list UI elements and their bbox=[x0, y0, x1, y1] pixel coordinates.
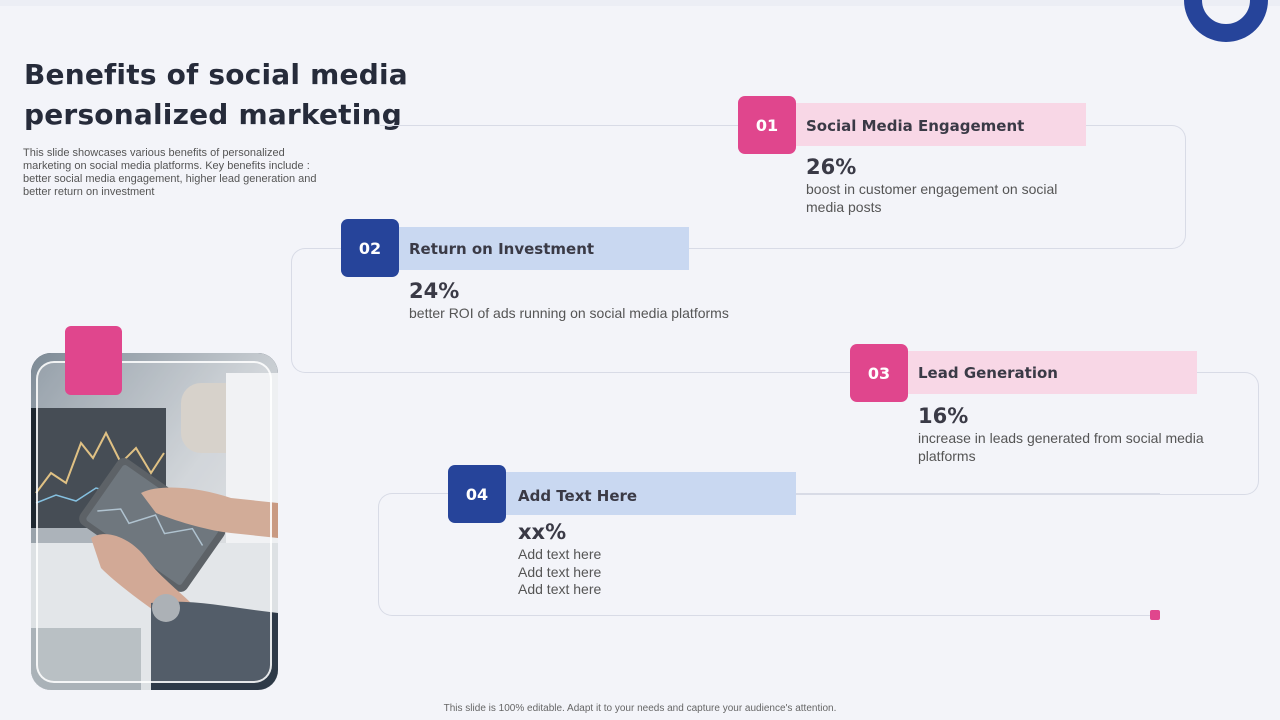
benefit-text-line: Add text here bbox=[518, 581, 602, 597]
benefit-percent: 26% bbox=[806, 155, 857, 179]
benefit-percent: 24% bbox=[409, 279, 460, 303]
benefit-band bbox=[877, 351, 1197, 394]
top-strip bbox=[0, 0, 1280, 6]
photo-inner-frame bbox=[36, 361, 272, 683]
benefit-number-badge: 02 bbox=[341, 219, 399, 277]
benefit-number-badge: 01 bbox=[738, 96, 796, 154]
benefit-text: better ROI of ads running on social medi… bbox=[409, 305, 729, 321]
connector-end-dot bbox=[1150, 610, 1160, 620]
benefit-text-line: Add text here bbox=[518, 564, 602, 580]
benefit-title: Add Text Here bbox=[518, 487, 638, 505]
benefit-text: increase in leads generated from social … bbox=[918, 430, 1204, 464]
slide-footer: This slide is 100% editable. Adapt it to… bbox=[443, 703, 837, 714]
photo-illustration bbox=[31, 353, 278, 690]
benefit-number-badge: 04 bbox=[448, 465, 506, 523]
benefit-title: Lead Generation bbox=[918, 364, 1058, 382]
benefit-band bbox=[476, 472, 796, 515]
benefit-text: boost in customer engagement on social m… bbox=[806, 181, 1058, 215]
benefit-band bbox=[766, 103, 1086, 146]
slide-description: This slide showcases various benefits of… bbox=[23, 147, 317, 198]
tablet-stock-chart-photo bbox=[31, 353, 278, 690]
ring-decoration bbox=[1184, 0, 1268, 42]
benefit-band bbox=[369, 227, 689, 270]
benefit-text-line: Add text here bbox=[518, 546, 602, 562]
slide-title: Benefits of social media personalized ma… bbox=[24, 58, 408, 131]
benefit-percent: 16% bbox=[918, 404, 969, 428]
benefit-number-badge: 03 bbox=[850, 344, 908, 402]
benefit-title: Return on Investment bbox=[409, 240, 595, 258]
photo-accent-square bbox=[65, 326, 122, 395]
benefit-percent: xx% bbox=[518, 520, 567, 544]
benefit-title: Social Media Engagement bbox=[806, 117, 1025, 135]
